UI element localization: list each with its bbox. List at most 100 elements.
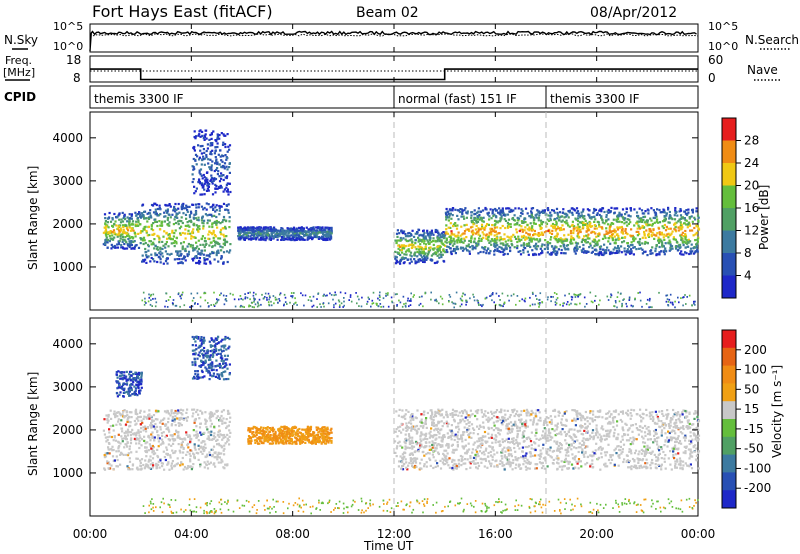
power-cell (548, 253, 551, 256)
power-cell (294, 234, 297, 238)
power-cell (537, 211, 540, 214)
power-cell (465, 301, 468, 303)
velocity-cell (187, 446, 190, 449)
velocity-cell (210, 422, 213, 425)
velocity-cell (220, 461, 223, 464)
velocity-cell (208, 462, 211, 466)
velocity-cell (107, 442, 111, 445)
velocity-cell (218, 419, 221, 422)
power-cell (188, 216, 192, 219)
velocity-cell (107, 415, 110, 418)
power-cell (586, 222, 589, 225)
power-cell (222, 233, 225, 236)
power-cell (606, 210, 609, 213)
power-cell (436, 248, 439, 251)
power-cell (293, 292, 295, 294)
power-cell (538, 239, 542, 242)
power-cell (689, 250, 692, 253)
velocity-cell (180, 461, 183, 464)
velocity-cell (151, 424, 154, 427)
power-cell (220, 249, 223, 252)
power-cell (498, 207, 501, 210)
power-cell (140, 230, 143, 233)
power-cell (560, 228, 563, 231)
velocity-cell (149, 463, 152, 466)
power-cell (216, 299, 219, 302)
power-cell (223, 188, 226, 191)
power-cell (108, 240, 111, 243)
power-cell (257, 302, 259, 305)
power-cell (105, 225, 108, 228)
power-cell (224, 143, 227, 146)
power-cell (349, 296, 352, 298)
power-cell (531, 228, 535, 231)
velocity-cell (181, 438, 184, 441)
velocity-cell (197, 444, 200, 447)
power-cell (653, 221, 656, 224)
power-cell (313, 231, 316, 234)
power-cell (440, 251, 443, 254)
power-cell (199, 305, 202, 308)
power-cell (669, 293, 672, 296)
power-cell (158, 204, 161, 207)
power-cell (419, 302, 422, 305)
velocity-cell (217, 442, 220, 445)
velocity-cell (179, 451, 182, 454)
power-cell (651, 231, 654, 234)
power-cell (475, 224, 478, 227)
velocity-cell (192, 429, 195, 432)
power-cell (534, 247, 537, 250)
velocity-cell (148, 436, 151, 439)
power-cell (292, 226, 296, 229)
power-cell (658, 253, 661, 256)
power-cell (450, 217, 453, 220)
velocity-cell (174, 464, 177, 467)
power-cell (414, 262, 417, 265)
power-cell (228, 220, 231, 223)
power-cell (465, 236, 468, 239)
power-cell (138, 211, 141, 215)
power-cell (387, 305, 390, 308)
velocity-cell (135, 437, 138, 440)
power-cell (436, 238, 439, 241)
power-cell (507, 239, 510, 242)
power-cell (267, 229, 270, 233)
power-cell (671, 218, 674, 221)
power-cell (194, 213, 197, 216)
velocity-cell (104, 436, 107, 439)
power-cell (629, 252, 632, 255)
power-cell (149, 240, 152, 243)
power-cell (269, 236, 272, 239)
power-cell (481, 305, 483, 308)
power-cell (149, 209, 152, 212)
power-cell (203, 163, 206, 166)
velocity-cell (216, 433, 219, 436)
power-cell (534, 214, 537, 217)
power-cell (225, 186, 228, 189)
power-cell (638, 240, 641, 243)
power-cell (631, 234, 634, 237)
velocity-cell (208, 451, 211, 454)
power-cell (211, 193, 215, 196)
power-cell (538, 298, 541, 301)
power-cell (214, 210, 217, 213)
power-cell (263, 231, 266, 234)
power-cell (133, 247, 136, 250)
power-cell (417, 239, 420, 242)
power-cell (477, 231, 480, 234)
power-cell (625, 221, 628, 224)
power-cell (425, 255, 428, 258)
power-cell (473, 218, 476, 221)
velocity-cell (195, 430, 198, 433)
power-cell (550, 300, 552, 303)
velocity-cell (123, 415, 126, 418)
velocity-cell (180, 412, 183, 415)
power-cell (693, 226, 696, 230)
velocity-cell (208, 453, 212, 457)
power-cell (564, 252, 567, 255)
power-cell (599, 299, 601, 302)
velocity-cell (107, 446, 110, 449)
power-cell (644, 236, 647, 239)
power-cell (430, 298, 432, 301)
power-cell (663, 223, 666, 227)
